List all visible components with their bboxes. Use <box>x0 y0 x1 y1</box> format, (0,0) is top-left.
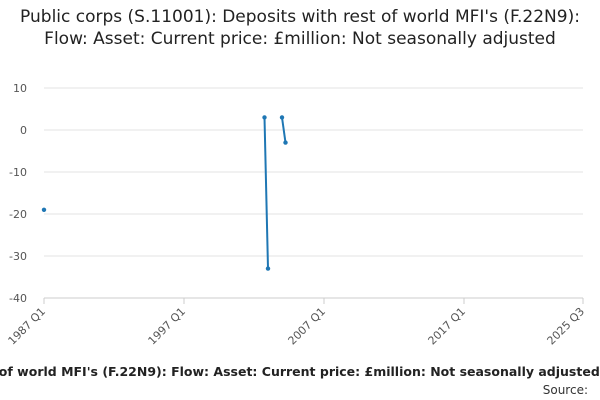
x-axis: 1987 Q1 1997 Q1 2007 Q1 2017 Q1 2025 Q3 <box>6 297 588 348</box>
legend: Public corps (S.11001): Deposits with re… <box>0 364 600 379</box>
x-tick-label: 2025 Q3 <box>545 305 588 348</box>
legend-series-label: Public corps (S.11001): Deposits with re… <box>0 364 600 379</box>
data-point <box>265 266 271 271</box>
y-tick-label: -30 <box>9 250 27 263</box>
y-tick-label: -20 <box>9 208 27 221</box>
x-tick-label: 2017 Q1 <box>426 305 469 348</box>
y-axis: 10 0 -10 -20 -30 -40 <box>9 82 27 305</box>
chart-title: Public corps (S.11001): Deposits with re… <box>20 7 580 49</box>
grid-lines <box>44 87 583 299</box>
series-layer <box>41 115 288 271</box>
y-tick-label: -10 <box>9 166 27 179</box>
x-tick-label: 2007 Q1 <box>286 305 329 348</box>
data-point <box>279 115 285 120</box>
data-point <box>283 140 288 145</box>
data-point <box>41 207 47 212</box>
y-tick-label: 0 <box>20 124 27 137</box>
series-line <box>263 117 269 269</box>
source-label: Source: <box>542 383 588 397</box>
data-point <box>262 115 267 120</box>
series-line <box>281 117 287 143</box>
y-tick-label: 10 <box>13 82 27 95</box>
x-tick-label: 1997 Q1 <box>146 305 189 348</box>
y-tick-label: -40 <box>9 292 27 305</box>
x-tick-label: 1987 Q1 <box>6 305 49 348</box>
